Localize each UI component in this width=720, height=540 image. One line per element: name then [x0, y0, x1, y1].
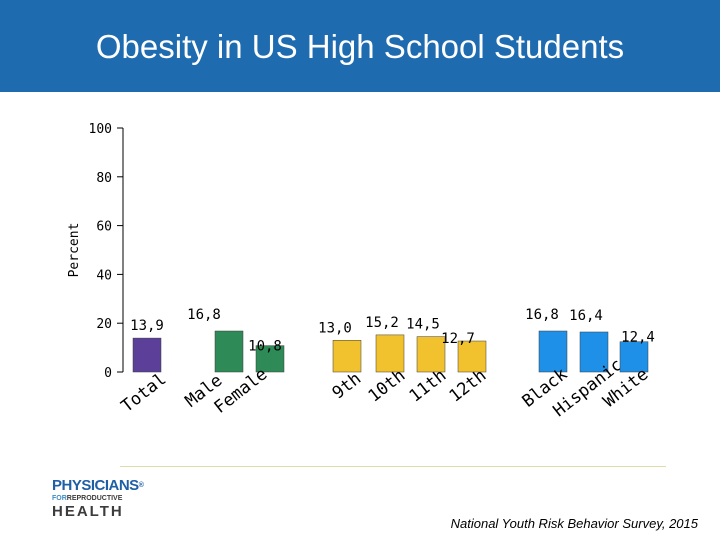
bar-11th — [416, 336, 446, 373]
y-tick-label: 60 — [96, 220, 112, 235]
y-tick-label: 80 — [96, 171, 112, 186]
data-label: 10,8 — [248, 339, 282, 355]
y-tick-label: 0 — [104, 366, 112, 381]
bar-chart: 020406080100Percent13,9Total16,8Male10,8… — [67, 122, 655, 421]
data-label: 16,4 — [569, 308, 603, 324]
logo-line-2: FORREPRODUCTIVE — [52, 495, 123, 502]
category-label: Total — [118, 369, 171, 416]
data-label: 13,0 — [318, 320, 352, 336]
data-label: 13,9 — [130, 318, 164, 334]
logo-line-1: PHYSICIANS® — [52, 477, 144, 494]
bar-black — [538, 330, 568, 373]
y-tick-label: 100 — [89, 122, 112, 137]
slide-title: Obesity in US High School Students — [95, 28, 625, 65]
data-label: 16,8 — [187, 307, 221, 323]
data-label: 14,5 — [406, 317, 440, 333]
data-label: 15,2 — [365, 315, 399, 331]
footer-divider — [120, 466, 666, 467]
y-axis-label: Percent — [67, 223, 82, 278]
source-citation: National Youth Risk Behavior Survey, 201… — [450, 516, 698, 531]
organization-logo: PHYSICIANS® FORREPRODUCTIVE HEALTH — [52, 477, 144, 520]
title-bar: Obesity in US High School Students — [0, 0, 720, 92]
bar-male — [214, 330, 244, 373]
bar-hispanic — [579, 331, 609, 373]
data-label: 12,7 — [441, 331, 475, 347]
bar-10th — [375, 334, 405, 373]
bar-female — [255, 345, 285, 373]
bar-total — [132, 337, 162, 373]
y-tick-label: 20 — [96, 317, 112, 332]
data-label: 12,4 — [621, 330, 655, 346]
data-label: 16,8 — [525, 307, 559, 323]
bar-12th — [457, 340, 487, 373]
bar-9th — [332, 340, 362, 373]
category-label: 9th — [329, 369, 366, 404]
bar-white — [619, 341, 649, 373]
y-tick-label: 40 — [96, 268, 112, 283]
logo-line-3: HEALTH — [52, 503, 124, 520]
